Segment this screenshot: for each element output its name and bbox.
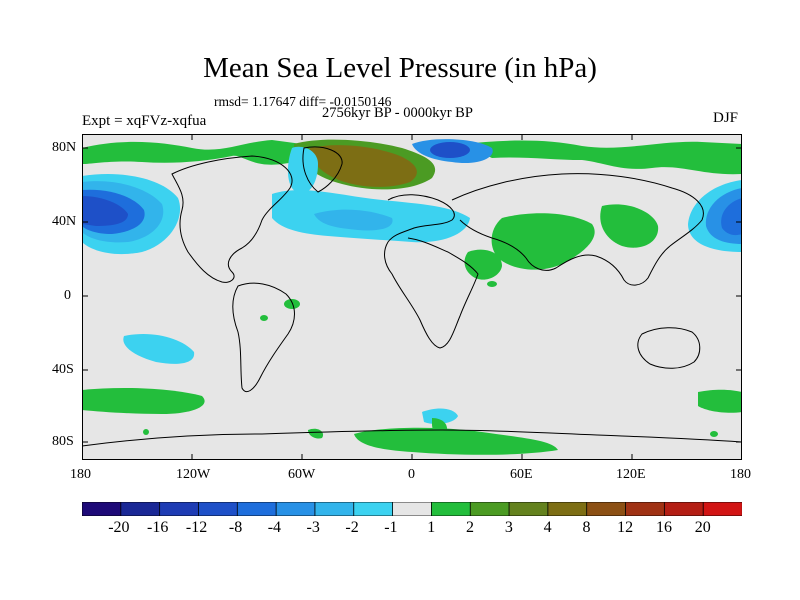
lon-label-60e: 60E <box>510 467 533 482</box>
colorbar-tick-label: 3 <box>504 519 513 536</box>
colorbar-swatch <box>120 502 161 516</box>
colorbar-swatch <box>353 502 394 516</box>
lon-label-120w: 120W <box>176 467 211 482</box>
plot-title: Mean Sea Level Pressure (in hPa) <box>203 52 597 84</box>
lat-label-0: 0 <box>64 288 71 303</box>
lat-label-40n: 40N <box>52 214 77 229</box>
colorbar-swatch <box>702 502 742 516</box>
time-period-label: 2756kyr BP - 0000kyr BP <box>322 105 473 121</box>
colorbar-tick-label: 12 <box>617 519 634 536</box>
lon-label-180-left: 180 <box>70 467 91 482</box>
colorbar-swatch <box>663 502 704 516</box>
lon-label-60w: 60W <box>288 467 316 482</box>
colorbar-swatch <box>586 502 627 516</box>
colorbar-tick-label: -2 <box>345 519 359 536</box>
lat-label-80s: 80S <box>52 434 74 449</box>
lat-label-80n: 80N <box>52 140 77 155</box>
lon-label-0: 0 <box>408 467 415 482</box>
colorbar-tick-label: -8 <box>228 519 243 536</box>
colorbar <box>82 502 742 516</box>
colorbar-tick-label: 20 <box>694 519 711 536</box>
pressure-map <box>82 134 742 460</box>
colorbar-tick-label: -16 <box>147 519 169 536</box>
experiment-label: Expt = xqFVz-xqfua <box>82 113 207 129</box>
colorbar-swatch <box>431 502 471 516</box>
colorbar-swatch <box>275 502 316 516</box>
colorbar-tick-label: -3 <box>306 519 320 536</box>
colorbar-tick-label: 1 <box>427 519 436 536</box>
anomaly-fields <box>82 139 742 455</box>
colorbar-swatch <box>198 502 238 516</box>
colorbar-tick-label: -20 <box>108 519 130 536</box>
colorbar-tick-label: 16 <box>655 519 672 536</box>
coastlines <box>82 146 742 447</box>
colorbar-swatch <box>469 502 510 516</box>
colorbar-swatch <box>159 502 200 516</box>
colorbar-swatch <box>625 502 666 516</box>
rmsd-diff-stats: rmsd= 1.17647 diff= -0.0150146 <box>214 94 392 109</box>
colorbar-swatch <box>392 502 433 516</box>
lat-label-40s: 40S <box>52 362 74 377</box>
colorbar-tick-label: -12 <box>185 519 208 536</box>
lon-label-180-right: 180 <box>730 467 751 482</box>
colorbar-swatch <box>82 502 122 516</box>
colorbar-tick-label: 4 <box>543 519 552 536</box>
lon-label-120e: 120E <box>616 467 646 482</box>
colorbar-swatch <box>508 502 549 516</box>
colorbar-tick-label: 2 <box>466 519 475 536</box>
colorbar-tick-label: -1 <box>384 519 398 536</box>
season-label: DJF <box>713 110 739 126</box>
colorbar-swatch <box>314 502 355 516</box>
colorbar-swatch <box>236 502 277 516</box>
colorbar-swatch <box>547 502 588 516</box>
colorbar-tick-label: -4 <box>267 519 282 536</box>
colorbar-tick-label: 8 <box>582 519 591 536</box>
map-frame <box>82 134 742 460</box>
